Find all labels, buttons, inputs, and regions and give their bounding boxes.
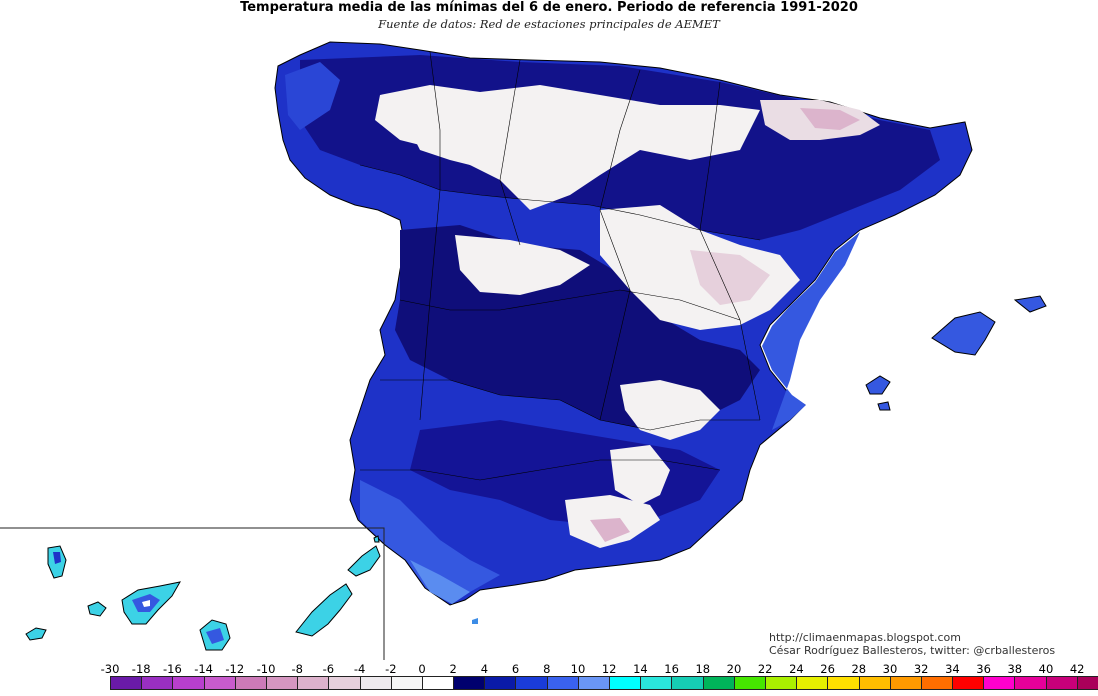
legend-label: 14: [633, 662, 648, 676]
legend-label: -16: [162, 662, 182, 676]
legend-swatch: [671, 676, 703, 690]
legend-label: 16: [664, 662, 679, 676]
el-hierro: [25, 627, 47, 641]
mallorca: [931, 311, 996, 356]
legend-label: 36: [976, 662, 991, 676]
legend-label: 18: [695, 662, 711, 676]
tenerife-peak: [142, 600, 150, 607]
legend-label: 2: [449, 662, 457, 676]
legend-swatch: [733, 676, 765, 690]
legend-label: 32: [913, 662, 929, 676]
legend-swatch: [952, 676, 984, 690]
southeast-snow: [620, 380, 720, 440]
legend-labels: -30 -18 -16 -14 -12 -10 -8 -6 -4 -2 0 2 4 6 8 10 12 14 16 1…: [0, 662, 1098, 676]
legend-swatch: [297, 676, 329, 690]
legend-swatch: [359, 676, 391, 690]
legend-swatch: [203, 676, 235, 690]
legend-label: 6: [511, 662, 520, 676]
legend-label: 12: [601, 662, 617, 676]
map-title: Temperatura media de las mínimas del 6 d…: [240, 0, 858, 15]
legend-swatch: [640, 676, 672, 690]
legend-label: -18: [131, 662, 151, 676]
legend-label: -8: [291, 662, 303, 676]
legend-label: -30: [100, 662, 120, 676]
legend-swatch: [1014, 676, 1046, 690]
menorca: [1013, 295, 1047, 313]
ibiza: [865, 375, 891, 395]
legend-swatch: [546, 676, 578, 690]
legend-label: 0: [418, 662, 426, 676]
legend-swatch: [390, 676, 422, 690]
sierra-nevada-pink: [590, 518, 630, 542]
central-system-snow: [455, 235, 590, 295]
legend-swatch: [858, 676, 890, 690]
legend-label: -12: [225, 662, 245, 676]
legend-label: -6: [322, 662, 335, 676]
legend-swatch: [328, 676, 360, 690]
legend-label: -10: [256, 662, 276, 676]
blog-link[interactable]: http://climaenmapas.blogspot.com: [769, 631, 961, 644]
legend-label: 24: [789, 662, 804, 676]
legend-label: 22: [757, 662, 773, 676]
canary-inset-frame: [0, 527, 385, 660]
legend-swatch: [484, 676, 516, 690]
legend-label: -14: [194, 662, 213, 676]
gran-canaria-inner: [206, 628, 224, 644]
legend-swatch: [577, 676, 609, 690]
la-palma-inner: [53, 552, 61, 564]
legend-swatch: [1045, 676, 1077, 690]
legend-swatch: [453, 676, 485, 690]
small-island-south: [472, 618, 478, 624]
legend-swatch: [234, 676, 266, 690]
east-coast-light: [762, 232, 860, 430]
legend-swatch: [827, 676, 859, 690]
legend-swatch: [920, 676, 953, 690]
formentera: [877, 401, 891, 411]
legend-swatch: [1076, 676, 1098, 690]
region-borders: [359, 51, 761, 481]
legend-swatch: [609, 676, 641, 690]
iberian-pink: [690, 250, 770, 305]
legend-swatch: [141, 676, 173, 690]
legend-swatch: [796, 676, 828, 690]
legend-label: 10: [570, 662, 586, 676]
cadiz-tip: [410, 560, 470, 604]
legend-swatch: [110, 676, 142, 690]
leon-snow: [410, 125, 520, 170]
fuerteventura: [295, 583, 353, 637]
legend-swatch: [265, 676, 298, 690]
legend-label: 30: [882, 662, 898, 676]
south-coast-light: [360, 480, 500, 604]
legend-label: 34: [945, 662, 960, 676]
la-gomera: [87, 601, 107, 617]
legend-label: 38: [1007, 662, 1023, 676]
legend-label: -4: [353, 662, 366, 676]
legend-label: -2: [385, 662, 397, 676]
legend-label: 40: [1038, 662, 1054, 676]
legend-label: 8: [543, 662, 551, 676]
legend-swatch: [702, 676, 734, 690]
legend-label: 26: [820, 662, 835, 676]
galicia-light: [285, 62, 340, 130]
legend-label: 4: [480, 662, 489, 676]
legend-swatch: [764, 676, 797, 690]
legend-label: 20: [726, 662, 742, 676]
legend-swatch: [889, 676, 921, 690]
legend-swatch: [983, 676, 1015, 690]
color-legend: [110, 676, 1098, 690]
author-credit: César Rodríguez Ballesteros, twitter: @c…: [769, 644, 1056, 657]
la-graciosa: [373, 535, 380, 543]
lanzarote: [347, 545, 381, 577]
legend-label: 42: [1069, 662, 1085, 676]
legend-label: 28: [851, 662, 867, 676]
legend-swatch: [421, 676, 454, 690]
pyrenees-pink: [800, 108, 860, 130]
credits: http://climaenmapas.blogspot.com César R…: [769, 631, 1055, 657]
map-subtitle: Fuente de datos: Red de estaciones princ…: [378, 17, 720, 31]
legend-swatch: [172, 676, 204, 690]
legend-swatch: [515, 676, 547, 690]
cantabrian-snow: [375, 85, 760, 210]
